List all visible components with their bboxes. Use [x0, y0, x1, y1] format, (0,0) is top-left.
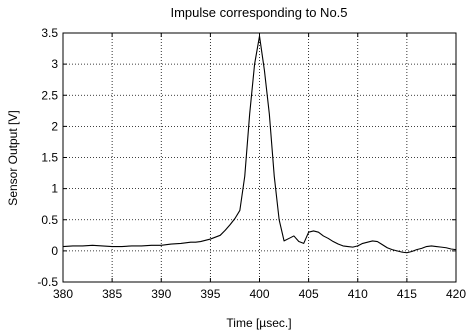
y-tick-label: 0: [51, 244, 58, 258]
series-line: [62, 35, 457, 254]
y-tick-label: -0.5: [37, 275, 58, 289]
grid-lines: [63, 33, 456, 282]
x-tick-label: 390: [151, 287, 171, 301]
x-tick-label: 420: [446, 287, 466, 301]
x-tick-label: 400: [249, 287, 269, 301]
axis-ticks: [62, 32, 457, 283]
y-tick-label: 2: [51, 119, 58, 133]
plot-frame: [62, 32, 457, 283]
y-tick-labels: -0.5 0 0.5 1 1.5 2 2.5 3 3.5: [37, 26, 58, 289]
x-tick-label: 385: [102, 287, 122, 301]
y-axis-label: Sensor Output [V]: [6, 110, 20, 205]
x-axis-label: Time [µsec.]: [226, 316, 291, 330]
x-tick-label: 415: [397, 287, 417, 301]
y-tick-label: 3.5: [41, 26, 58, 40]
y-tick-label: 2.5: [41, 88, 58, 102]
y-tick-label: 3: [51, 57, 58, 71]
x-tick-label: 395: [200, 287, 220, 301]
chart-title: Impulse corresponding to No.5: [170, 5, 347, 20]
x-tick-label: 405: [299, 287, 319, 301]
y-tick-label: 0.5: [41, 213, 58, 227]
series-layer: [62, 35, 457, 254]
x-tick-label: 380: [53, 287, 73, 301]
x-tick-label: 410: [348, 287, 368, 301]
y-tick-label: 1: [51, 182, 58, 196]
y-tick-label: 1.5: [41, 151, 58, 165]
x-tick-labels: 380 385 390 395 400 405 410 415 420: [53, 287, 466, 301]
